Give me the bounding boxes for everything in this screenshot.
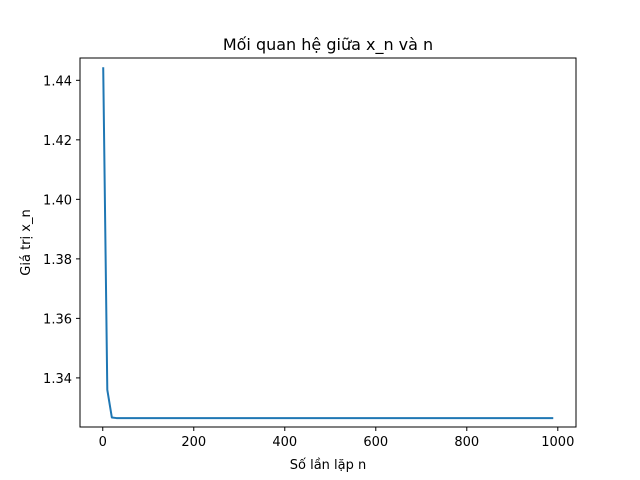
y-tick-label: 1.40	[43, 193, 72, 208]
y-tick-label: 1.36	[43, 312, 72, 327]
x-tick-label: 1000	[541, 435, 574, 450]
x-tick-label: 0	[99, 435, 107, 450]
plot-area	[102, 67, 554, 420]
axis-ticks: 0 200 400 600 800 1000 1.34 1.36 1.38 1.40 1.42 1.4…	[43, 74, 574, 450]
axes-frame	[79, 57, 577, 428]
y-tick-label: 1.34	[43, 372, 72, 387]
x-tick-label: 600	[363, 435, 388, 450]
y-tick-label: 1.44	[43, 74, 72, 89]
chart-title: Mối quan hệ giữa x_n và n	[223, 35, 433, 55]
x-tick-label: 400	[272, 435, 297, 450]
y-tick-label: 1.42	[43, 134, 72, 149]
y-tick-label: 1.38	[43, 253, 72, 268]
x-axis-label: Số lần lặp n	[290, 458, 367, 473]
y-axis-label: Giá trị x_n	[19, 209, 34, 275]
x-tick-label: 200	[181, 435, 206, 450]
x-tick-label: 800	[454, 435, 479, 450]
series-line	[102, 67, 554, 420]
